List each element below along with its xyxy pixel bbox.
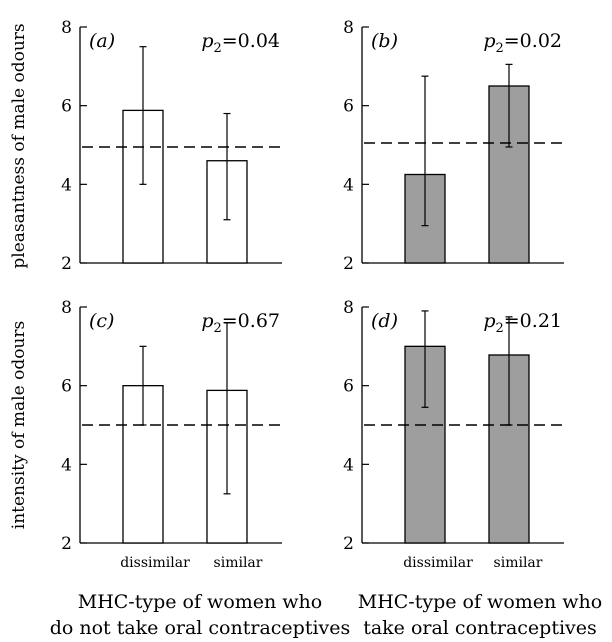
panels-group: 2 4 6 8 (a) p2=0.04 2 4 6 8 (b) p2=0.02 2 4 6 8 (c) p2=0.… bbox=[61, 18, 564, 554]
caption-right-line2: take oral contraceptives bbox=[363, 617, 597, 639]
panel-a-ytick-label-8: 8 bbox=[61, 18, 72, 38]
panel-a-ytick-label-2: 2 bbox=[61, 254, 72, 274]
panel-a-p-value: p2=0.04 bbox=[201, 30, 280, 56]
caption-left-line2: do not take oral contraceptives bbox=[50, 617, 351, 639]
panel-b-ytick-label-2: 2 bbox=[343, 254, 354, 274]
panel-b-ytick-label-4: 4 bbox=[343, 175, 354, 195]
panel-d-ytick-label-6: 6 bbox=[343, 377, 354, 397]
panel-c-ytick-label-8: 8 bbox=[61, 298, 72, 318]
panel-b-label: (b) bbox=[371, 30, 398, 52]
panel-c-ytick-label-2: 2 bbox=[61, 534, 72, 554]
panel-d-label: (d) bbox=[371, 310, 398, 332]
panel-d-ytick-label-2: 2 bbox=[343, 534, 354, 554]
y-axis-label-pleasantness: pleasantness of male odours bbox=[9, 23, 29, 268]
panel-a-label: (a) bbox=[89, 30, 115, 52]
category-label-right-dissimilar: dissimilar bbox=[403, 555, 473, 571]
panel-c-label: (c) bbox=[89, 310, 114, 332]
panel-d-p-value: p2=0.21 bbox=[483, 310, 562, 336]
panel-a-ytick-label-4: 4 bbox=[61, 175, 72, 195]
y-axis-label-intensity: intensity of male odours bbox=[9, 321, 29, 529]
panel-b-p-value: p2=0.02 bbox=[483, 30, 562, 56]
panel-b-ytick-label-8: 8 bbox=[343, 18, 354, 38]
caption-left-line1: MHC-type of women who bbox=[78, 591, 323, 613]
panel-b-ytick-label-6: 6 bbox=[343, 97, 354, 117]
panel-c-ytick-label-4: 4 bbox=[61, 455, 72, 475]
category-label-left-similar: similar bbox=[214, 555, 263, 571]
category-label-right-similar: similar bbox=[494, 555, 543, 571]
panel-c-ytick-label-6: 6 bbox=[61, 377, 72, 397]
caption-right-line1: MHC-type of women who bbox=[358, 591, 603, 613]
panel-d-ytick-label-8: 8 bbox=[343, 298, 354, 318]
panel-d-ytick-label-4: 4 bbox=[343, 455, 354, 475]
category-label-left-dissimilar: dissimilar bbox=[120, 555, 190, 571]
panel-a-ytick-label-6: 6 bbox=[61, 97, 72, 117]
panel-c-p-value: p2=0.67 bbox=[201, 310, 280, 336]
